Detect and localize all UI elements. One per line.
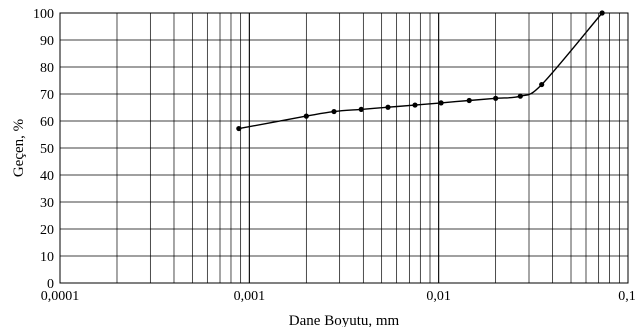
series-points [236, 10, 605, 132]
y-tick-label: 30 [40, 196, 54, 211]
data-point [331, 108, 337, 115]
y-tick-label: 20 [40, 223, 54, 238]
x-axis-title: Dane Boyutu, mm [289, 313, 400, 327]
data-point [358, 106, 364, 112]
plot-area-frame [59, 12, 629, 284]
y-axis-title: Geçen, % [11, 119, 27, 177]
y-tick-label: 10 [40, 250, 54, 265]
data-point [517, 93, 523, 99]
x-tick-label: 0,01 [426, 289, 451, 304]
data-point [236, 125, 242, 132]
y-tick-label: 60 [40, 115, 54, 130]
x-tick-labels: 0,0001 0,001 0,01 0,1 [41, 289, 636, 304]
grid [59, 12, 629, 284]
data-point [412, 102, 418, 108]
data-point [466, 97, 472, 104]
series-line [238, 12, 603, 130]
data-point [303, 113, 309, 119]
y-tick-label: 80 [40, 61, 54, 76]
data-point [539, 81, 545, 88]
y-tick-label: 90 [40, 34, 54, 49]
data-point [438, 100, 444, 106]
data-point [493, 95, 499, 101]
y-tick-labels: 0 10 20 30 40 50 60 70 80 90 100 [33, 7, 54, 292]
y-tick-label: 40 [40, 169, 54, 184]
x-tick-label: 0,0001 [41, 289, 80, 304]
y-tick-label: 0 [47, 277, 54, 292]
x-tick-label: 0,1 [618, 289, 636, 304]
y-tick-label: 70 [40, 88, 54, 103]
y-tick-label: 100 [33, 7, 54, 22]
x-tick-label: 0,001 [234, 289, 266, 304]
y-tick-label: 50 [40, 142, 54, 157]
data-point [385, 104, 391, 110]
data-point [599, 10, 605, 16]
